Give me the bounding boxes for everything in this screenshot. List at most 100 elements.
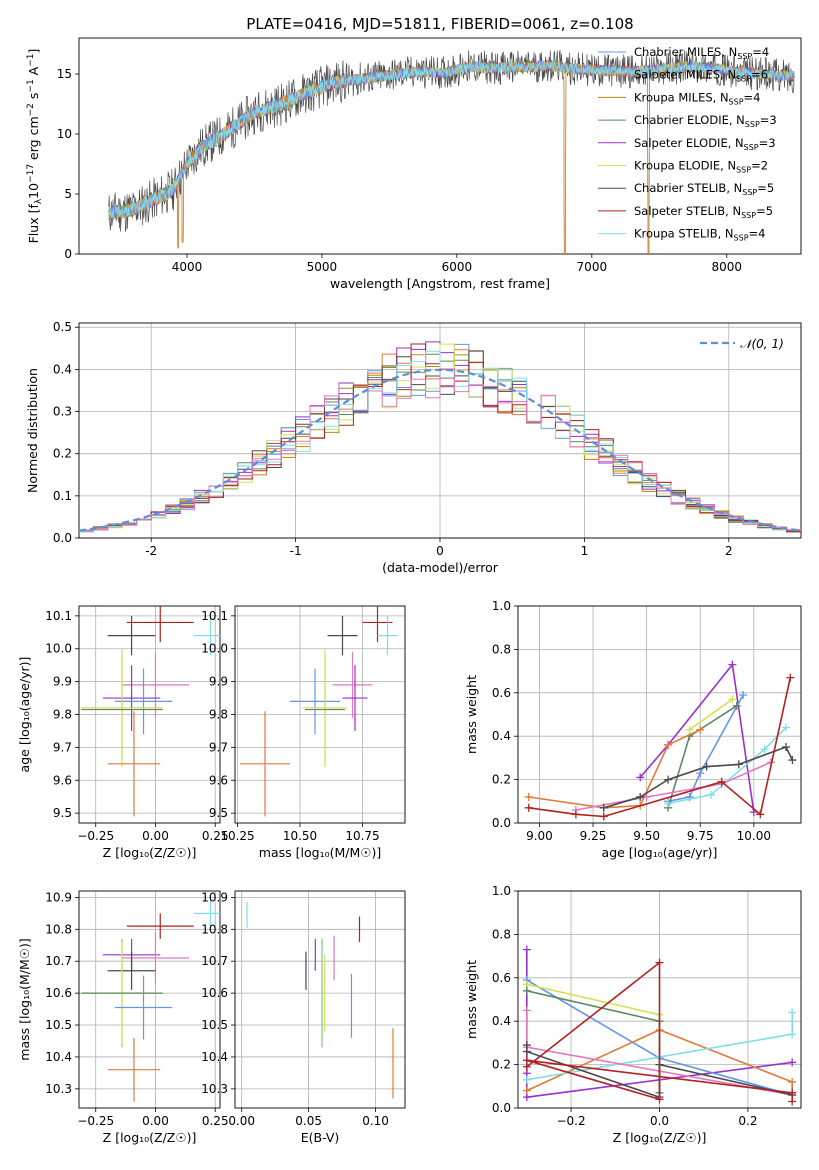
series-marker [739, 690, 748, 699]
series-line-pink [575, 761, 772, 811]
age-vs-Z-xlabel: Z [log₁₀(Z/Z☉)] [103, 845, 197, 860]
legend-sub: SSP [745, 120, 760, 129]
spectrum-ylabel: Flux [fλ10−17 erg cm−2 s−1 A−1] [26, 49, 44, 244]
legend-name: Kroupa MILES, N [634, 90, 729, 104]
series-marker [696, 769, 705, 778]
spectrum-ylabel-part: −2 [26, 103, 36, 116]
series-marker [717, 777, 726, 786]
age-vs-mass-xtick-label: 10.75 [345, 829, 379, 843]
massweight-vs-age-ytick-label: 0.8 [492, 642, 511, 656]
series-marker [655, 958, 664, 967]
series-line-salpeter-stelib [528, 677, 792, 818]
mass-vs-ebv-frame [234, 890, 406, 1109]
legend-name: Salpeter STELIB, N [634, 204, 741, 218]
series-marker [781, 743, 790, 752]
massweight-vs-Z-ytick-label: 1.0 [492, 884, 511, 898]
age-vs-mass-ytick-label: 10.0 [201, 642, 228, 656]
residuals-xtick-label: -1 [290, 544, 302, 558]
age-vs-Z-ytick-label: 10.0 [45, 642, 72, 656]
massweight-vs-age-xtick-label: 9.75 [687, 829, 714, 843]
age-vs-mass-xtick-label: 10.25 [220, 829, 254, 843]
massweight-vs-metallicity-panel: −0.2 0.0 0.2 0.0 0.2 0.4 0.6 0.8 1.0 Z [log₁₀(Z/Z… [464, 884, 802, 1145]
mass-vs-ebv-ytick-label: 10.9 [201, 890, 228, 904]
series-line-chabrier-elodie [526, 990, 661, 1093]
legend-sub: SSP [742, 188, 757, 197]
massweight-vs-age-ytick-label: 0.4 [492, 729, 511, 743]
spectrum-legend-label: Salpeter STELIB, NSSP=5 [634, 204, 773, 220]
spectrum-ylabel-part: erg cm [26, 116, 41, 164]
age-vs-Z-ytick-label: 9.5 [53, 806, 72, 820]
legend-name: Kroupa ELODIE, N [634, 159, 736, 173]
spectrum-ylabel-part: Flux [f [26, 204, 41, 244]
mass-vs-Z-ytick-label: 10.3 [45, 1082, 72, 1096]
mass-vs-Z-points [81, 900, 220, 1102]
series-line-salpeter-elodie [639, 662, 755, 813]
residuals-xtick-label: 2 [725, 544, 733, 558]
spectrum-ylabel-part: s [26, 93, 41, 104]
residuals-panel: -2 -1 0 1 2 0.0 0.1 0.2 0.3 0.4 0.5 (data-model)/er… [25, 320, 802, 575]
legend-sub: SSP [744, 143, 759, 152]
series-marker [760, 745, 769, 754]
legend-tail: =5 [757, 181, 774, 195]
massweight-vs-age-xtick-label: 9.00 [526, 829, 553, 843]
series-line-chabrier-miles [667, 694, 744, 803]
spectrum-legend-label: Chabrier ELODIE, NSSP=3 [634, 113, 777, 129]
legend-tail: =5 [756, 204, 773, 218]
series-marker [756, 810, 765, 819]
legend-name: Salpeter ELODIE, N [634, 136, 744, 150]
spectrum-xtick-label: 5000 [307, 260, 338, 274]
massweight-vs-Z-ytick-label: 0.0 [492, 1101, 511, 1115]
spectrum-frame [78, 37, 802, 255]
residual-hist-kroupa-stelib [79, 350, 801, 533]
mass-vs-Z-ytick-label: 10.5 [45, 1018, 72, 1032]
series-marker [788, 1008, 797, 1017]
mass-vs-ebv-ytick-label: 10.5 [201, 1018, 228, 1032]
spectrum-ytick-label: 10 [57, 127, 72, 141]
series-marker [636, 773, 645, 782]
series-marker [522, 1075, 531, 1084]
massweight-vs-age-ytick-label: 1.0 [492, 599, 511, 613]
series-line-kroupa-elodie [689, 698, 733, 731]
spectrum-lines [108, 50, 795, 254]
mass-vs-ebv-xtick-label: 0.05 [295, 1114, 322, 1128]
spectrum-ylabel-part: 10 [26, 183, 41, 199]
mass-vs-Z-xtick-label: −0.25 [77, 1114, 114, 1128]
spectrum-ylabel-part: A [26, 66, 41, 79]
spectrum-ytick-label: 0 [64, 247, 72, 261]
massweight-vs-age-ytick-label: 0.2 [492, 773, 511, 787]
residuals-ytick-label: 0.5 [53, 320, 72, 334]
age-vs-metallicity-panel: −0.25 0.00 0.25 9.5 9.6 9.7 9.8 9.9 10.0 10.1 Z [l… [17, 605, 229, 860]
legend-sub: SSP [736, 166, 751, 175]
mass-vs-Z-frame [78, 890, 221, 1109]
series-marker [655, 1095, 664, 1104]
massweight-vs-age-panel: 9.00 9.25 9.50 9.75 10.00 0.0 0.2 0.4 0.6 0.8 1.0 a… [464, 599, 802, 860]
residuals-ytick-label: 0.4 [53, 362, 72, 376]
series-marker [524, 803, 533, 812]
age-vs-Z-xtick-label: 0.25 [202, 829, 229, 843]
mass-vs-Z-ylabel: mass [log₁₀(M/M☉)] [17, 938, 32, 1060]
series-marker [664, 775, 673, 784]
mass-vs-ebv-ytick-label: 10.6 [201, 986, 228, 1000]
series-marker [788, 1097, 797, 1106]
residuals-xlabel: (data-model)/error [382, 560, 499, 575]
spectrum-legend-label: Kroupa MILES, NSSP=4 [634, 90, 760, 106]
spectrum-ylabel-part: λ [34, 198, 44, 204]
massweight-vs-Z-frame [517, 890, 802, 1109]
legend-name: Chabrier ELODIE, N [634, 113, 745, 127]
series-marker [788, 756, 797, 765]
massweight-vs-age-series [524, 660, 797, 821]
mass-vs-Z-ytick-label: 10.4 [45, 1050, 72, 1064]
legend-name: Salpeter MILES, N [634, 68, 736, 82]
series-marker [788, 1088, 797, 1097]
massweight-vs-Z-ytick-label: 0.2 [492, 1058, 511, 1072]
spectrum-legend-label: Kroupa STELIB, NSSP=4 [634, 227, 765, 243]
residuals-ytick-label: 0.3 [53, 405, 72, 419]
residual-histograms [79, 341, 801, 533]
age-vs-mass-ytick-label: 9.7 [209, 740, 228, 754]
series-marker [522, 1047, 531, 1056]
massweight-vs-age-xlabel: age [log₁₀(age/yr)] [602, 845, 718, 860]
mass-vs-ebv-panel: 0.00 0.05 0.10 10.3 10.4 10.5 10.6 10.7 10.8 10.9… [201, 890, 406, 1145]
mass-vs-Z-xlabel: Z [log₁₀(Z/Z☉)] [103, 1130, 197, 1145]
age-vs-mass-ytick-label: 9.9 [209, 675, 228, 689]
